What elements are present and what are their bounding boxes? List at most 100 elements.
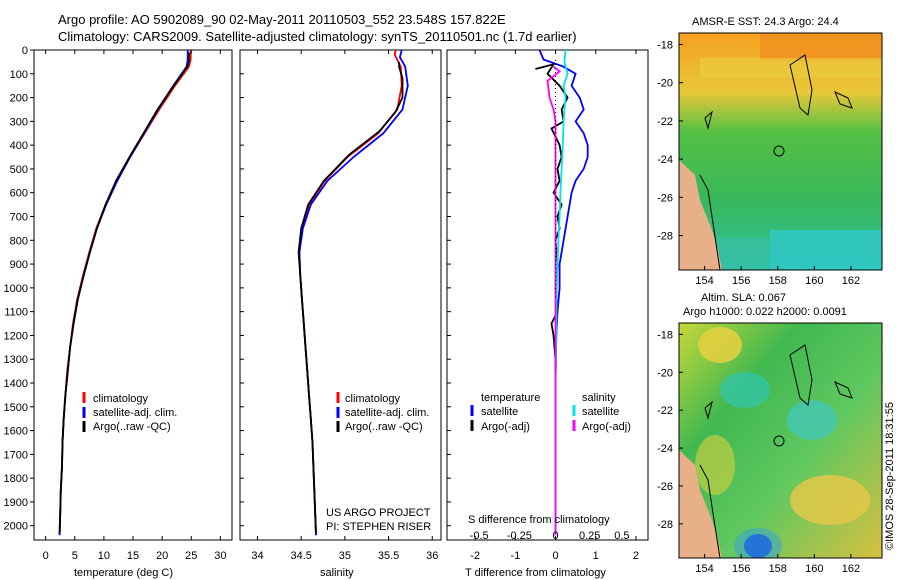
sla-land: [679, 450, 722, 558]
depth-tick-label: 1800: [4, 473, 28, 485]
salinity-x-label: salinity: [320, 567, 354, 579]
depth-tick-label: 1300: [4, 354, 28, 366]
salinity-lines: [297, 50, 409, 536]
sst-map-field: [679, 33, 882, 270]
legend-label-s-satellite: satellite: [582, 406, 619, 418]
x-tick-label: 34.5: [290, 550, 311, 562]
series-argo-raw-qc-: [58, 52, 190, 533]
map-y-tick-label: -18: [657, 329, 673, 341]
map-y-tick-label: -28: [657, 519, 673, 531]
map-y-tick-label: -20: [657, 78, 673, 90]
legend-label-t-satellite: satellite: [481, 406, 518, 418]
map-y-tick-label: -22: [657, 405, 673, 417]
difference-lines: [535, 50, 589, 536]
legend-label-argo: Argo(..raw -QC): [345, 421, 423, 433]
sla-map-field: [679, 323, 882, 558]
depth-axis: 0 100 200 300 400 500 600 700 800 900 1000 1100 1200…: [4, 45, 451, 533]
difference-legend: temperature satellite Argo(-adj) salinit…: [470, 392, 631, 433]
sla-map-subtitle: Argo h1000: 0.022 h2000: 0.0091: [683, 306, 847, 318]
map-y-tick-label: -24: [657, 443, 673, 455]
series-argo-raw-qc-: [297, 61, 404, 533]
map-x-tick-label: 162: [842, 275, 860, 287]
title-line-2: Climatology: CARS2009. Satellite-adjuste…: [58, 29, 577, 44]
map-x-tick-label: 158: [769, 275, 787, 287]
sst-map-title: AMSR-E SST: 24.3 Argo: 24.4: [692, 16, 839, 28]
sst-land: [679, 160, 722, 270]
title-line-1: Argo profile: AO 5902089_90 02-May-2011 …: [58, 12, 506, 27]
legend-title-temperature: temperature: [481, 392, 540, 404]
map-x-tick-label: 158: [769, 563, 787, 575]
depth-tick-label: 1900: [4, 497, 28, 509]
depth-tick-label: 800: [10, 235, 28, 247]
sla-yellow-patch-2: [790, 475, 870, 525]
legend-title-salinity: salinity: [582, 392, 616, 404]
x-tick-label: 35.5: [378, 550, 399, 562]
x-tick-label: 0: [552, 550, 558, 562]
map-x-tick-label: 156: [732, 563, 750, 575]
x-tick-label: -2: [470, 550, 480, 562]
depth-tick-label: 1500: [4, 402, 28, 414]
sla-reef-outline: [699, 344, 853, 558]
depth-tick-label: 1000: [4, 283, 28, 295]
depth-tick-label: 1200: [4, 330, 28, 342]
x-tick-label: 30: [214, 550, 226, 562]
x-tick-label: 0: [43, 550, 49, 562]
difference-x-axis: -2 -1 0 1 2 -0.5 -0.25 0 0.25 0.5: [470, 50, 639, 562]
sst-argo-marker: [773, 145, 785, 157]
s-diff-tick-label: -0.5: [470, 530, 489, 542]
series-s-argo-adj-: [546, 65, 562, 536]
x-tick-label: -1: [510, 550, 520, 562]
map-y-tick-label: -28: [657, 231, 673, 243]
s-diff-tick-label: 0.25: [579, 530, 600, 542]
x-tick-label: 5: [72, 550, 78, 562]
sst-cyan-patch: [770, 230, 882, 270]
difference-panel-frame: [446, 49, 649, 541]
map-y-tick-label: -18: [657, 39, 673, 51]
x-tick-label: 1: [593, 550, 599, 562]
legend-label-satellite: satellite-adj. clim.: [93, 407, 177, 419]
depth-tick-label: 0: [22, 45, 28, 57]
depth-tick-label: 1400: [4, 378, 28, 390]
temperature-panel-frame: [33, 49, 233, 541]
sla-argo-marker: [773, 435, 785, 447]
map-x-tick-label: 154: [695, 563, 713, 575]
sla-blue-eddy-halo: [734, 528, 782, 558]
legend-label-t-argo: Argo(-adj): [481, 421, 530, 433]
map-y-tick-label: -26: [657, 192, 673, 204]
map-y-tick-label: -24: [657, 154, 673, 166]
x-tick-label: 35: [339, 550, 351, 562]
depth-tick-label: 1100: [4, 307, 28, 319]
legend-label-s-argo: Argo(-adj): [582, 421, 631, 433]
map-x-tick-label: 162: [842, 563, 860, 575]
sla-yellow-patch-3: [695, 435, 735, 495]
sst-warm-patch: [760, 33, 882, 61]
sst-reef-outline: [699, 54, 853, 270]
sla-cyan-patch-2: [787, 400, 837, 440]
temperature-lines: [58, 50, 192, 536]
difference-top-label: S difference from climatology: [468, 514, 610, 526]
sla-map-frame: [678, 322, 883, 559]
difference-x-label: T difference from climatology: [465, 567, 606, 579]
map-y-tick-label: -22: [657, 116, 673, 128]
sst-map-axes: 154 156 158 160 162 -18 -20 -22 -24 -26 -28: [657, 39, 860, 287]
depth-tick-label: 1700: [4, 449, 28, 461]
series-satellite-adj-clim-: [298, 50, 409, 536]
depth-tick-label: 1600: [4, 426, 28, 438]
map-x-tick-label: 160: [805, 275, 823, 287]
copyright-stamp: ©IMOS 28-Sep-2011 18:31:55: [884, 402, 896, 550]
legend-label-climatology: climatology: [345, 393, 401, 405]
temperature-legend: climatology satellite-adj. clim. Argo(..…: [82, 392, 177, 433]
depth-tick-label: 200: [10, 93, 28, 105]
legend-label-argo: Argo(..raw -QC): [93, 421, 171, 433]
legend-label-climatology: climatology: [93, 393, 149, 405]
sla-yellow-patch-1: [698, 327, 742, 363]
sla-map-axes: 154 156 158 160 162 -18 -20 -22 -24 -26 -28: [657, 329, 860, 575]
temperature-x-axis: 0 5 10 15 20 25 30: [43, 50, 226, 562]
salinity-panel-frame: [239, 49, 442, 541]
salinity-legend: climatology satellite-adj. clim. Argo(..…: [336, 392, 429, 433]
s-diff-tick-label: -0.25: [507, 530, 532, 542]
map-y-tick-label: -26: [657, 481, 673, 493]
s-diff-tick-label: 0.5: [614, 530, 629, 542]
x-tick-label: 15: [127, 550, 139, 562]
